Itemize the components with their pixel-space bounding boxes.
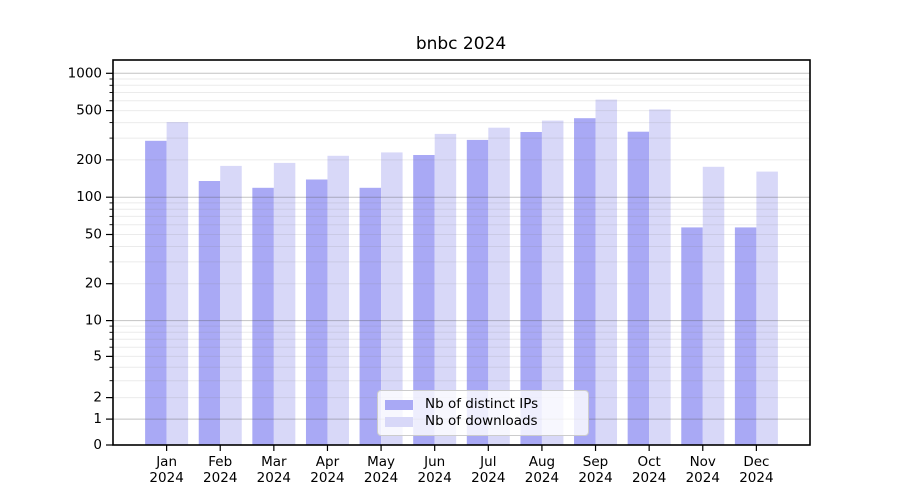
x-tick-label-year: 2024 [203,470,237,486]
y-tick-label: 1000 [68,65,102,81]
bar-nb-of-downloads-aug [541,120,564,445]
x-tick-label-month: Oct [637,454,660,470]
legend-item-distinct-ips: Nb of distinct IPs [385,397,578,413]
legend: Nb of distinct IPs Nb of downloads [377,390,589,436]
x-tick-label-month: Nov [690,454,716,470]
y-tick-label: 10 [85,313,102,329]
x-tick-label-year: 2024 [578,470,612,486]
x-tick-label-year: 2024 [364,470,398,486]
bar-nb-of-downloads-dec [756,171,778,445]
y-tick-label: 2 [93,390,102,406]
x-tick-label-month: Sep [583,454,608,470]
y-tick-label: 0 [93,437,102,453]
bar-nb-of-downloads-feb [220,165,242,445]
bar-nb-of-distinct-ips-jan [145,140,167,446]
bar-nb-of-downloads-oct [649,109,671,446]
x-tick-label-year: 2024 [471,470,505,486]
x-tick-label-year: 2024 [257,470,291,486]
x-tick-label-year: 2024 [632,470,666,486]
x-tick-label-month: Jul [479,454,496,470]
x-tick-label-month: Jun [423,454,445,470]
x-tick-label-year: 2024 [418,470,452,486]
bar-nb-of-distinct-ips-may [359,187,382,446]
legend-swatch-downloads [385,416,413,427]
x-tick-label-month: Feb [208,454,232,470]
chart-title: bnbc 2024 [415,34,507,54]
bar-nb-of-distinct-ips-jun [413,155,435,445]
x-tick-label-month: May [367,454,395,470]
y-tick-label: 100 [76,189,102,205]
legend-label-distinct-ips: Nb of distinct IPs [425,395,539,412]
x-tick-label-year: 2024 [686,470,720,486]
bar-nb-of-distinct-ips-feb [198,181,221,445]
bar-nb-of-distinct-ips-jul [466,139,489,445]
bar-nb-of-downloads-sep [595,99,618,445]
y-tick-label: 1 [93,411,102,427]
plot-border [112,59,811,446]
y-tick-label: 50 [85,227,102,243]
x-tick-label-month: Apr [316,454,340,470]
x-tick-label-year: 2024 [525,470,559,486]
x-tick-label-month: Mar [261,454,287,470]
x-tick-label-year: 2024 [310,470,344,486]
legend-swatch-distinct-ips [385,399,413,410]
bar-nb-of-downloads-jan [166,122,189,445]
bar-nb-of-distinct-ips-mar [252,187,274,446]
bar-nb-of-distinct-ips-oct [627,131,650,445]
y-tick-label: 500 [76,103,102,119]
bar-nb-of-distinct-ips-apr [305,179,328,445]
x-tick-label-month: Aug [529,454,555,470]
bar-nb-of-downloads-jul [488,127,510,445]
bar-nb-of-distinct-ips-nov [681,227,703,445]
bar-nb-of-distinct-ips-sep [574,118,596,445]
bar-nb-of-distinct-ips-dec [734,227,757,445]
legend-item-downloads: Nb of downloads [385,414,578,430]
bar-nb-of-distinct-ips-aug [520,132,542,445]
bar-nb-of-downloads-may [381,152,403,445]
x-tick-label-month: Jan [155,454,177,470]
x-tick-label-month: Dec [743,454,769,470]
legend-label-downloads: Nb of downloads [425,412,538,429]
bar-nb-of-downloads-nov [702,166,725,446]
bar-nb-of-downloads-mar [273,162,296,445]
x-tick-label-year: 2024 [149,470,183,486]
bar-nb-of-downloads-jun [434,133,457,445]
bar-nb-of-downloads-apr [327,155,349,446]
y-tick-label: 20 [85,276,102,292]
x-tick-label-year: 2024 [739,470,773,486]
y-tick-label: 200 [76,152,102,168]
y-tick-label: 5 [93,348,102,364]
